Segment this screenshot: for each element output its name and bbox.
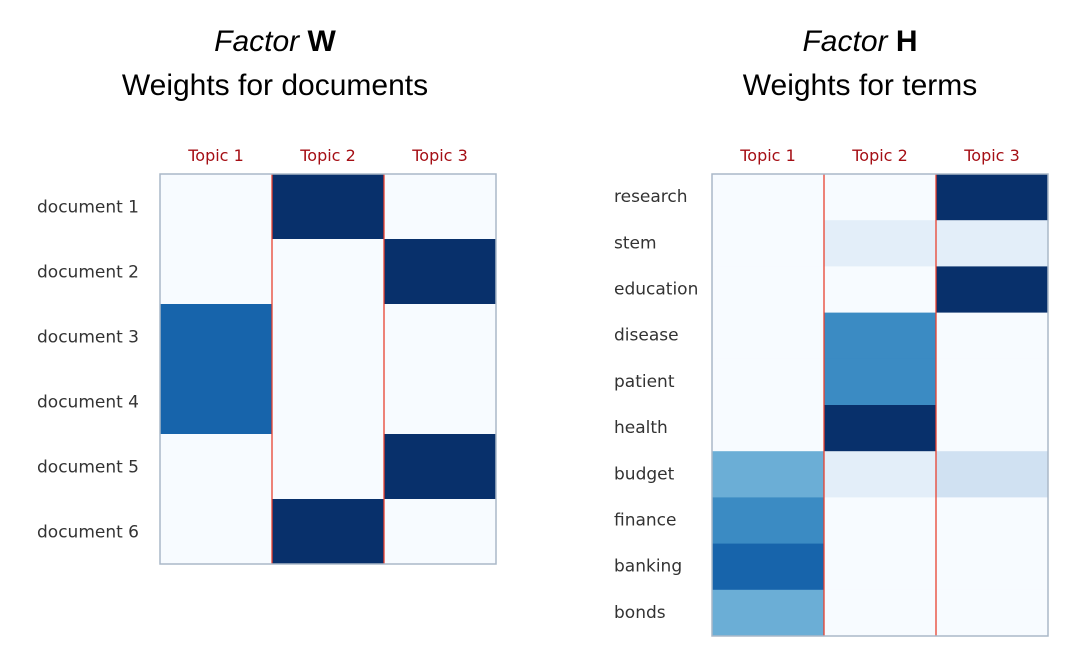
factor-h-column-label: Topic 2 <box>851 146 908 165</box>
factor-w-row-label: document 1 <box>37 198 139 218</box>
factor-h-cell <box>824 266 937 314</box>
factor-w-cell <box>384 434 497 500</box>
factor-h-cell <box>936 266 1049 314</box>
factor-h-row-label: bonds <box>614 603 666 623</box>
factor-h-cell <box>824 358 937 406</box>
factor-w-cell <box>384 304 497 370</box>
factor-w-cell <box>160 304 273 370</box>
factor-h-letter: H <box>895 25 918 58</box>
factor-h-heading: Factor H <box>650 20 1070 64</box>
factor-h-row-label: disease <box>614 326 679 346</box>
factor-w-cell <box>384 239 497 305</box>
factor-h-subtitle: Weights for terms <box>742 69 978 102</box>
factor-w-column-label: Topic 1 <box>187 146 244 165</box>
factor-h-row-label: banking <box>614 557 682 577</box>
factor-h-cell <box>712 589 825 637</box>
factor-w-subtitle: Weights for documents <box>121 69 429 102</box>
factor-h-cell <box>936 405 1049 452</box>
factor-w-cell <box>384 499 497 565</box>
factor-w-cell <box>272 434 385 500</box>
factor-h-cell <box>712 451 825 498</box>
factor-h-cell <box>936 543 1049 591</box>
factor-h-column-label: Topic 1 <box>739 146 796 165</box>
factor-w-heatmap: Topic 1 Topic 2 Topic 3 document 1 document … <box>37 146 497 565</box>
factor-h-border <box>711 173 1049 637</box>
factor-h-cell <box>936 220 1049 267</box>
factor-w-column-label: Topic 2 <box>299 146 356 165</box>
factor-w-cell <box>160 434 273 500</box>
factor-h-cell <box>936 174 1049 221</box>
factor-w-letter: W <box>307 25 336 58</box>
factor-h-row-label: patient <box>614 372 675 392</box>
factor-h-column-label: Topic 3 <box>963 146 1020 165</box>
factor-h-row-label: research <box>614 187 688 207</box>
factor-w-cell <box>272 174 385 240</box>
factor-h-cell <box>712 266 825 314</box>
factor-h-heatmap: Topic 1 Topic 2 Topic 3 research stem educati… <box>614 146 1049 637</box>
factor-w-cell <box>384 174 497 240</box>
factor-h-cell <box>712 312 825 360</box>
factor-h-cell <box>824 220 937 267</box>
factor-w-cell <box>384 369 497 435</box>
factor-h-row-label: finance <box>614 511 676 531</box>
factor-h-cell <box>936 451 1049 498</box>
factor-h-row-label: education <box>614 280 698 300</box>
factor-w-row-label: document 2 <box>37 263 139 283</box>
factor-w-cell <box>272 369 385 435</box>
factor-w-title: Factor W Weights for documents <box>60 20 490 108</box>
factor-w-heading: Factor W <box>60 20 490 64</box>
factor-w-cell <box>272 239 385 305</box>
factor-h-cell <box>824 589 937 637</box>
factor-w-row-label: document 4 <box>37 393 139 413</box>
factor-h-cell <box>824 312 937 360</box>
factor-w-row-label: document 6 <box>37 523 139 543</box>
factor-h-cell <box>824 405 937 452</box>
factor-h-cell <box>824 451 937 498</box>
factor-w-word: Factor <box>214 25 300 58</box>
factor-h-cell <box>936 312 1049 360</box>
factor-h-cell <box>824 497 937 545</box>
factor-w-row-label: document 3 <box>37 328 139 348</box>
factor-h-cell <box>712 358 825 406</box>
factor-w-border <box>159 173 497 565</box>
factor-w-cell <box>160 499 273 565</box>
factor-h-cell <box>936 358 1049 406</box>
factor-h-cell <box>936 497 1049 545</box>
factor-w-cell <box>160 174 273 240</box>
factor-w-cell <box>272 499 385 565</box>
factor-h-title: Factor H Weights for terms <box>650 20 1070 108</box>
factor-w-cell <box>160 369 273 435</box>
factor-h-cell <box>712 220 825 267</box>
factor-h-cell <box>712 174 825 221</box>
factor-h-word: Factor <box>802 25 888 58</box>
factor-h-cell <box>712 405 825 452</box>
factor-h-row-label: stem <box>614 233 657 253</box>
factor-w-cell <box>160 239 273 305</box>
factor-h-row-label: budget <box>614 464 675 484</box>
factor-h-cell <box>936 589 1049 637</box>
factor-h-row-label: health <box>614 418 668 438</box>
factor-h-cell <box>712 543 825 591</box>
factor-w-cell <box>272 304 385 370</box>
factor-w-column-label: Topic 3 <box>411 146 468 165</box>
factor-h-cell <box>824 543 937 591</box>
factor-w-row-label: document 5 <box>37 458 139 478</box>
factor-h-cell <box>824 174 937 221</box>
factor-h-cell <box>712 497 825 545</box>
